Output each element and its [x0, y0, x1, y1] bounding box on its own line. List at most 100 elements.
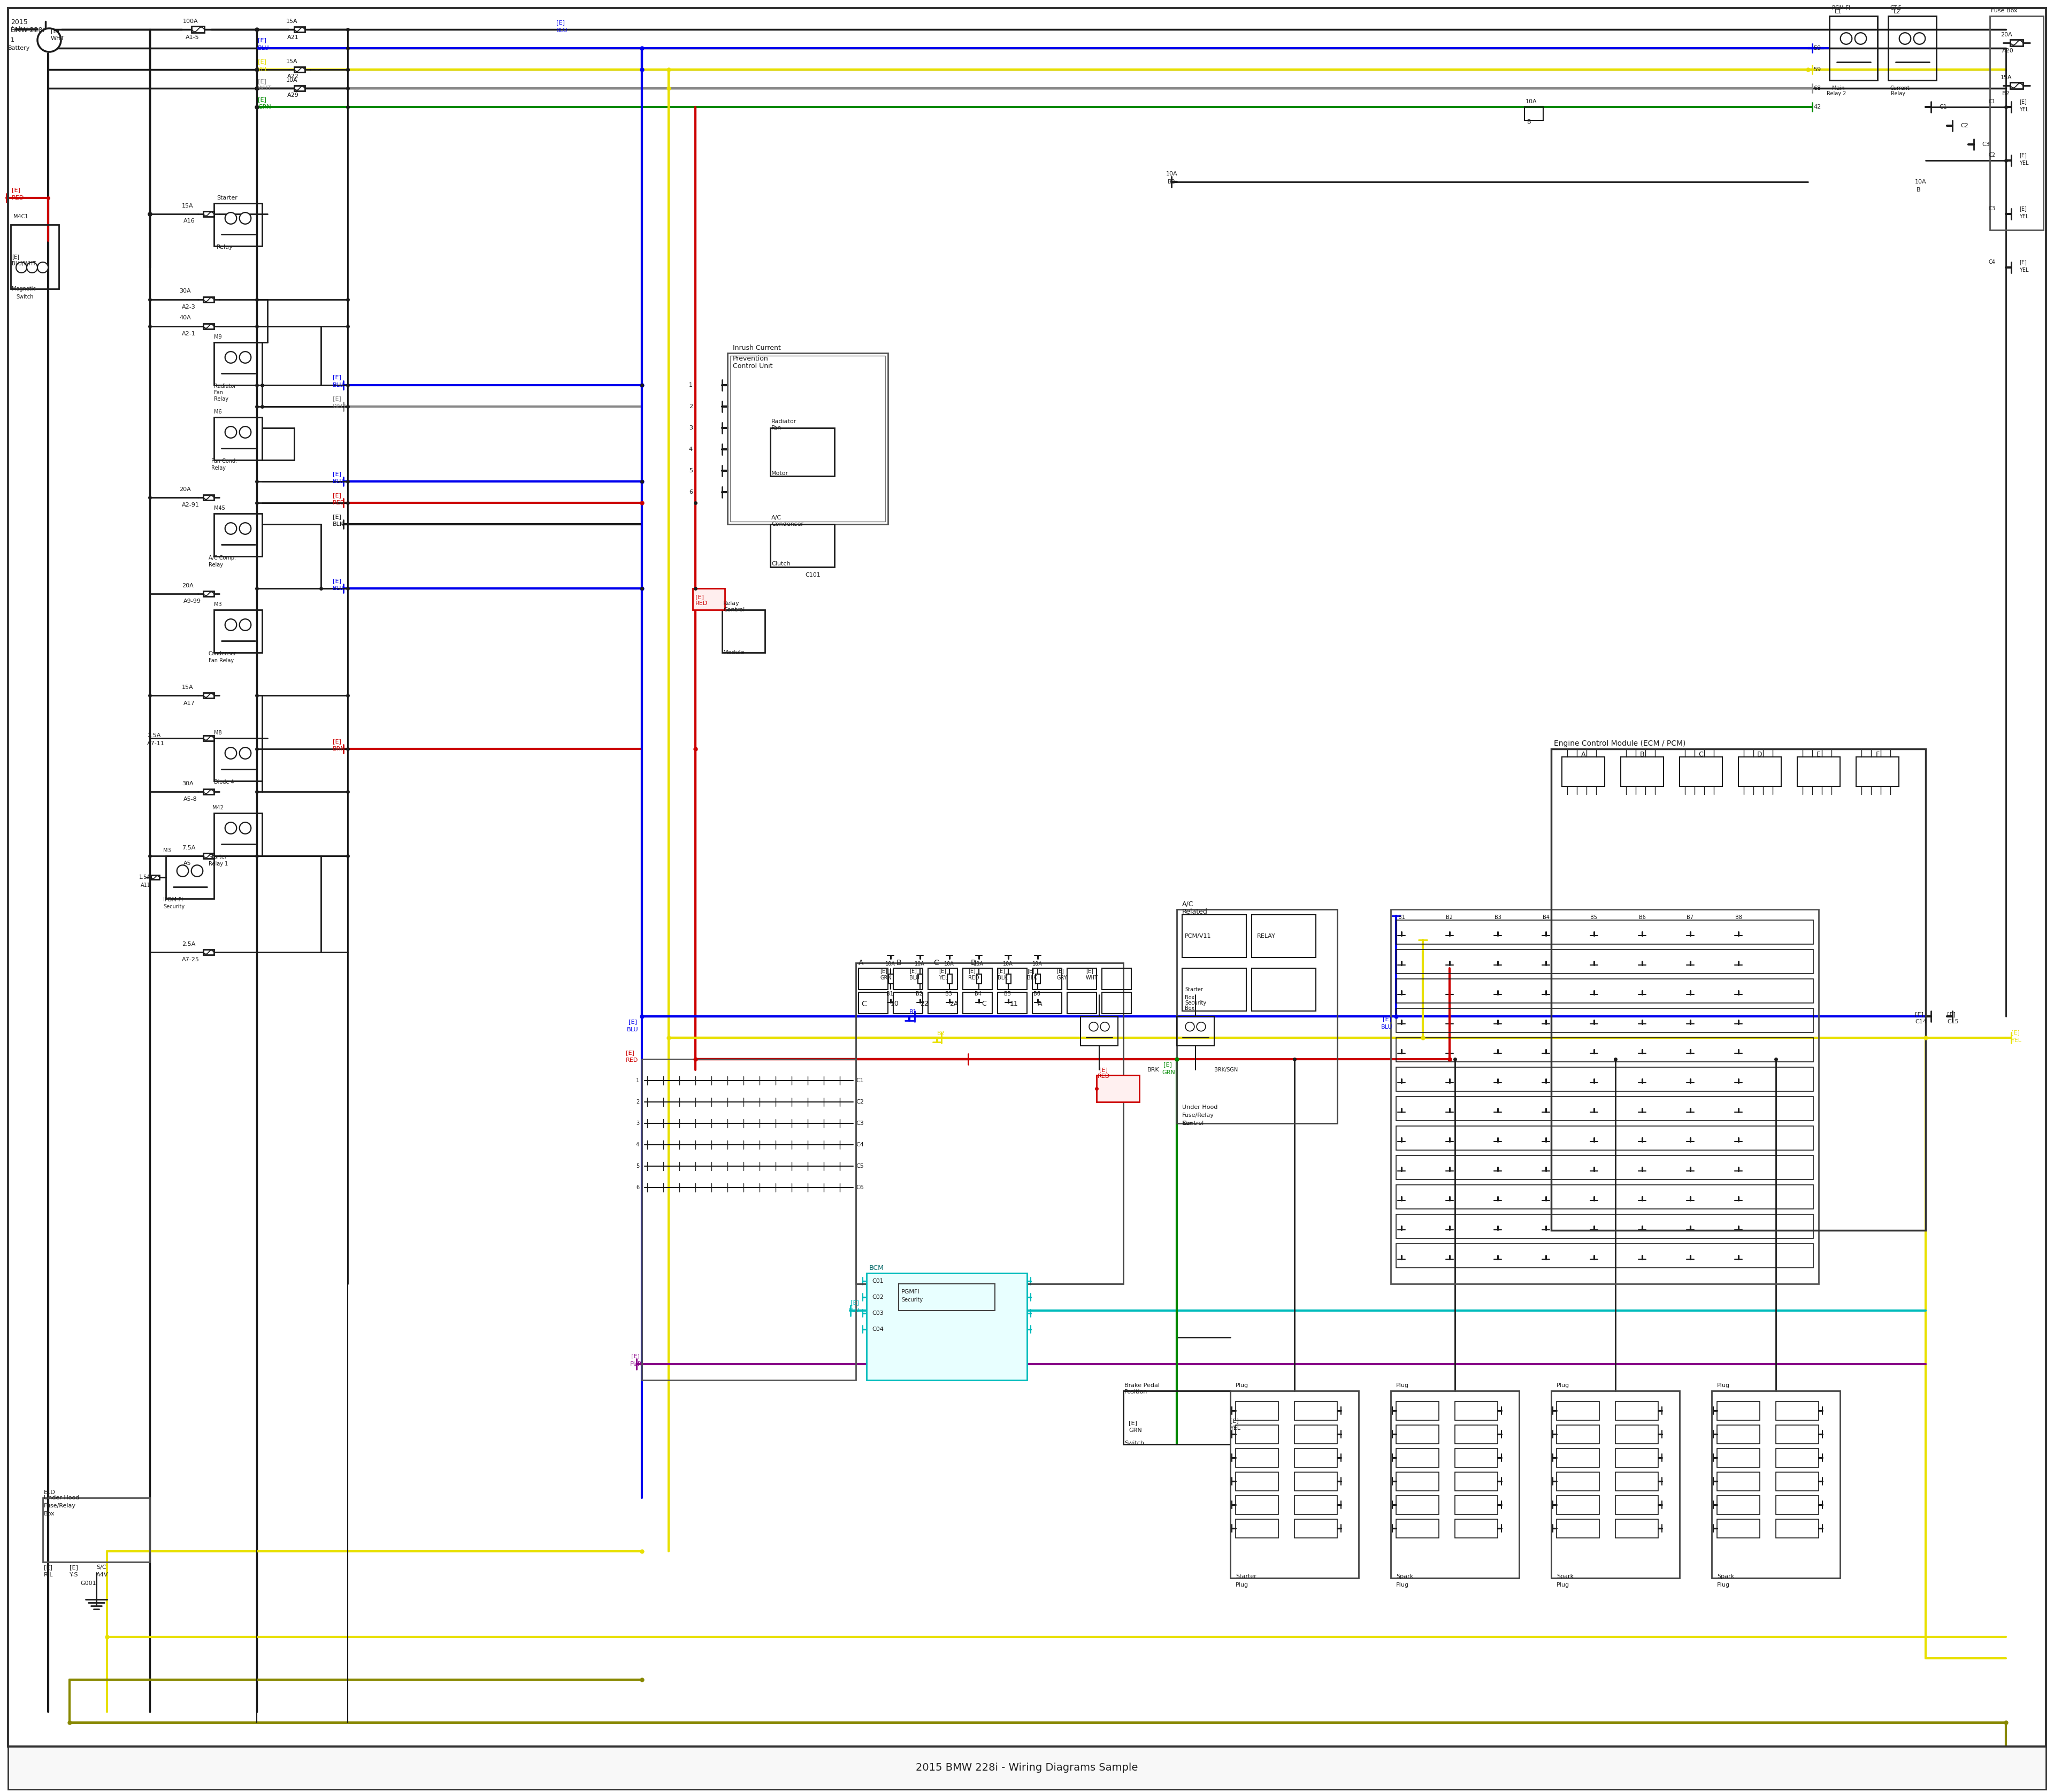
Bar: [294, 86, 304, 91]
Text: Plug: Plug: [1237, 1383, 1249, 1389]
Text: Relay: Relay: [1892, 91, 1906, 97]
Bar: [893, 993, 922, 1014]
Text: Fan: Fan: [214, 391, 224, 396]
Text: [E]: [E]: [2019, 206, 2027, 211]
Text: Under Hood: Under Hood: [1183, 1104, 1218, 1109]
Text: 30A: 30A: [183, 781, 193, 787]
Circle shape: [240, 351, 251, 364]
Bar: [1454, 1471, 1497, 1491]
Text: 42: 42: [1814, 104, 1822, 109]
Bar: [1777, 1520, 1818, 1538]
Text: M8: M8: [214, 729, 222, 735]
Text: A4V: A4V: [97, 1572, 109, 1577]
Text: M45: M45: [214, 505, 226, 511]
Bar: [1391, 909, 1818, 1283]
Text: C3: C3: [1982, 142, 1990, 147]
Text: Spark: Spark: [1397, 1573, 1413, 1579]
Text: C101: C101: [805, 572, 820, 577]
Text: 15A: 15A: [286, 18, 298, 23]
Text: 2015 BMW 228i - Wiring Diagrams Sample: 2015 BMW 228i - Wiring Diagrams Sample: [916, 1763, 1138, 1772]
Text: Battery: Battery: [8, 45, 31, 50]
Bar: [1717, 1448, 1760, 1468]
Bar: [1777, 1471, 1818, 1491]
Text: [E]: [E]: [1382, 1016, 1391, 1021]
Text: 3: 3: [688, 425, 692, 430]
Text: [E]: [E]: [626, 1050, 635, 1055]
Bar: [294, 66, 304, 72]
Text: B8: B8: [1736, 914, 1742, 919]
Text: 1: 1: [688, 382, 692, 387]
Circle shape: [240, 213, 251, 224]
Bar: [1680, 756, 1723, 787]
Bar: [214, 202, 263, 246]
Bar: [998, 993, 1027, 1014]
Text: 10A: 10A: [286, 77, 298, 82]
Bar: [978, 975, 982, 984]
Bar: [1294, 1471, 1337, 1491]
Bar: [1397, 1156, 1814, 1179]
Text: RED: RED: [626, 1057, 639, 1063]
Text: A/C: A/C: [1183, 901, 1193, 907]
Text: 2015
BMW 228i: 2015 BMW 228i: [10, 18, 45, 34]
Text: [E]: [E]: [2011, 1030, 2019, 1036]
Text: Current: Current: [1890, 86, 1910, 91]
Text: Brake Pedal: Brake Pedal: [1124, 1383, 1161, 1389]
Bar: [1251, 968, 1317, 1011]
Bar: [43, 1498, 150, 1563]
Bar: [1557, 1471, 1600, 1491]
Text: [E]: [E]: [51, 29, 60, 34]
Text: Diode 4: Diode 4: [214, 780, 234, 785]
Text: 11: 11: [1011, 1000, 1019, 1007]
Circle shape: [226, 747, 236, 760]
Text: B1: B1: [1399, 914, 1405, 919]
Text: BLU: BLU: [333, 382, 345, 387]
Bar: [692, 588, 725, 609]
Circle shape: [1840, 32, 1853, 45]
Text: GRN: GRN: [1163, 1070, 1175, 1075]
Text: 1.5A: 1.5A: [140, 874, 150, 880]
Bar: [214, 514, 263, 556]
Text: C14: C14: [1914, 1020, 1927, 1025]
Bar: [1294, 1425, 1337, 1444]
Text: D: D: [972, 959, 976, 966]
Bar: [1717, 1471, 1760, 1491]
Circle shape: [226, 213, 236, 224]
Bar: [203, 495, 214, 500]
Text: [E]: [E]: [1056, 968, 1064, 973]
Text: [E]: [E]: [1947, 1011, 1955, 1016]
Bar: [203, 297, 214, 303]
Text: C: C: [861, 1000, 867, 1007]
Text: RED: RED: [12, 195, 25, 201]
Bar: [893, 968, 922, 989]
Bar: [214, 814, 263, 857]
Text: Position: Position: [1124, 1389, 1148, 1394]
Text: [E]: [E]: [333, 579, 341, 584]
Circle shape: [226, 618, 236, 631]
Text: Box: Box: [1183, 1120, 1193, 1125]
Text: (+): (+): [10, 25, 23, 32]
Text: [E]: [E]: [629, 1020, 637, 1025]
Text: Plug: Plug: [1397, 1383, 1409, 1389]
Circle shape: [1197, 1021, 1206, 1030]
Text: Engine Control Module (ECM / PCM): Engine Control Module (ECM / PCM): [1555, 740, 1686, 747]
Text: GRY: GRY: [1056, 975, 1066, 980]
Bar: [1294, 1448, 1337, 1468]
Text: B1: B1: [887, 991, 893, 996]
Text: [E]: [E]: [631, 1353, 639, 1358]
Text: BLK: BLK: [998, 975, 1009, 980]
Text: Clutch: Clutch: [772, 561, 791, 566]
Text: [E]: [E]: [1163, 1063, 1173, 1068]
Text: 10A: 10A: [1914, 179, 1927, 185]
Text: BRK: BRK: [1148, 1068, 1158, 1073]
Text: A5: A5: [183, 860, 191, 866]
Bar: [727, 353, 887, 525]
Text: BRN: BRN: [333, 745, 345, 751]
Text: Magnetic: Magnetic: [12, 287, 35, 292]
Text: A11: A11: [140, 883, 150, 889]
Bar: [889, 975, 893, 984]
Bar: [1557, 1448, 1600, 1468]
Text: Y-S: Y-S: [70, 1572, 78, 1577]
Bar: [1717, 1401, 1760, 1421]
Bar: [1397, 1448, 1440, 1468]
Text: C4: C4: [1988, 260, 1994, 265]
